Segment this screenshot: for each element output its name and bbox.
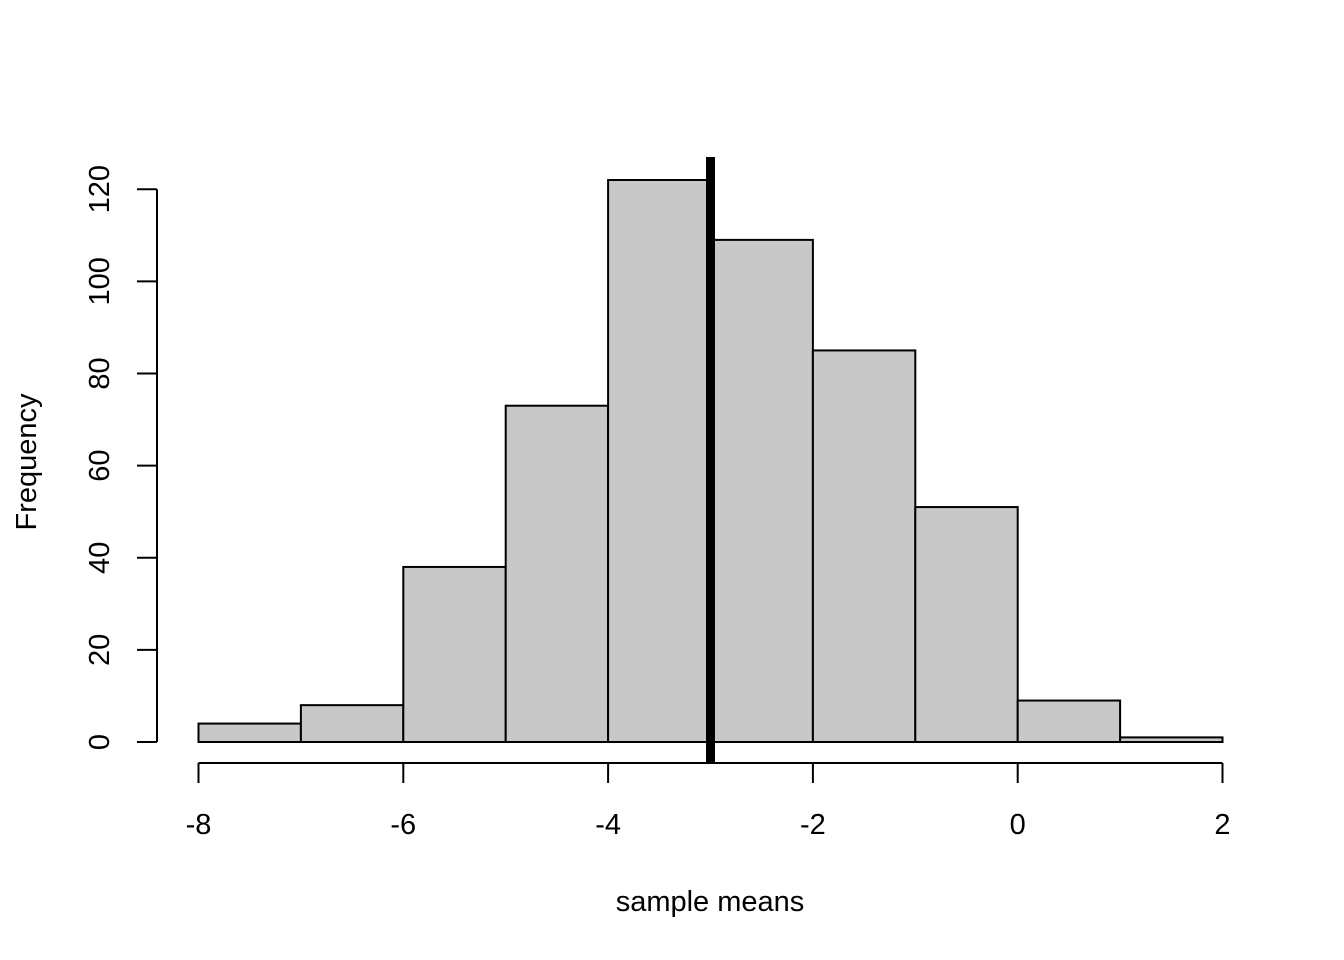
- y-axis-title: Frequency: [11, 393, 43, 531]
- y-axis: 0 20 40 60 80 100 120: [84, 165, 158, 750]
- y-tick-label: 60: [84, 449, 116, 481]
- x-axis-title: sample means: [616, 886, 805, 918]
- x-tick-label: -6: [390, 809, 416, 841]
- histogram-bar: [299, 704, 405, 743]
- y-tick-label: 100: [84, 257, 116, 305]
- histogram-bar: [1119, 736, 1224, 743]
- x-tick-label: -4: [595, 809, 621, 841]
- x-tick-label: 2: [1214, 809, 1230, 841]
- histogram-bar: [1016, 699, 1122, 743]
- histogram-bars: [197, 179, 1224, 744]
- x-axis: -8 -6 -4 -2 0 2: [186, 762, 1231, 841]
- histogram-bar: [709, 238, 814, 743]
- x-tick-label: 0: [1010, 809, 1026, 841]
- histogram-bar: [197, 722, 302, 744]
- y-tick-label: 20: [84, 634, 116, 666]
- x-tick-label: -8: [186, 809, 212, 841]
- y-tick-label: 80: [84, 357, 116, 389]
- y-tick-label: 120: [84, 165, 116, 213]
- histogram-bar: [811, 349, 917, 743]
- x-tick-label: -2: [800, 809, 826, 841]
- y-tick-label: 0: [84, 734, 116, 750]
- histogram-bar: [402, 565, 507, 743]
- histogram-bar: [914, 506, 1019, 744]
- histogram-bar: [504, 404, 610, 743]
- y-tick-label: 40: [84, 542, 116, 574]
- histogram-bar: [607, 179, 712, 743]
